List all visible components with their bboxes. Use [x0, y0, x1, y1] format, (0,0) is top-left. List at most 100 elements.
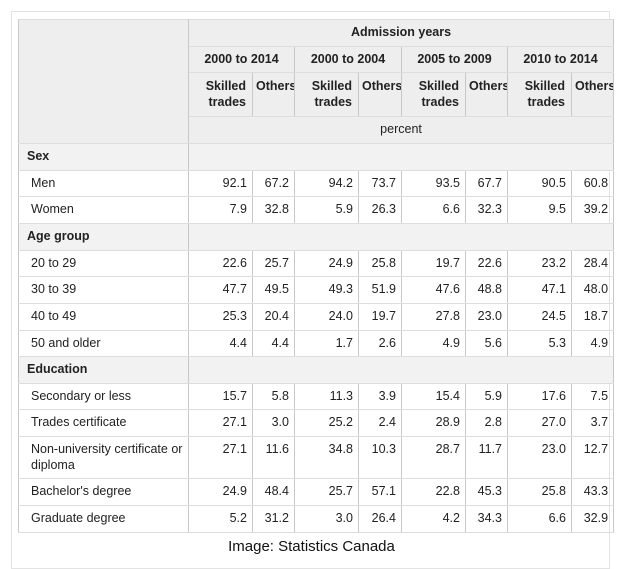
value-cell: 47.6 — [401, 276, 466, 304]
value-cell: 48.8 — [465, 276, 508, 304]
value-cell: 9.5 — [507, 196, 572, 224]
section-row: Education — [18, 356, 615, 384]
value-cell: 2.8 — [465, 409, 508, 437]
admissions-table: Admission years 2000 to 2014 2000 to 200… — [18, 18, 615, 533]
value-cell: 23.2 — [507, 249, 572, 278]
section-spacer — [187, 223, 615, 251]
value-cell: 67.7 — [465, 169, 508, 198]
value-cell: 26.3 — [358, 196, 402, 224]
table-row: Non-university certificate or diploma 27.… — [18, 435, 615, 480]
value-cell: 25.7 — [252, 249, 295, 278]
group-header-2005-2009: 2005 to 2009 — [401, 45, 508, 74]
value-cell: 28.4 — [570, 249, 615, 278]
value-cell: 57.1 — [358, 478, 402, 506]
value-cell: 32.3 — [465, 196, 508, 224]
value-cell: 27.8 — [401, 302, 466, 331]
value-cell: 5.9 — [465, 382, 508, 411]
value-cell: 3.7 — [570, 409, 615, 437]
value-cell: 93.5 — [401, 169, 466, 198]
sub-header-others: Others — [570, 72, 615, 117]
value-cell: 10.3 — [358, 435, 402, 480]
row-label: 30 to 39 — [18, 276, 189, 304]
value-cell: 32.8 — [252, 196, 295, 224]
value-cell: 27.1 — [188, 409, 253, 437]
value-cell: 6.6 — [507, 504, 572, 533]
table-row: Men 92.1 67.2 94.2 73.7 93.5 67.7 90.5 60.8 — [18, 169, 615, 198]
sub-header-row: Skilled trades Others Skilled trades Oth… — [19, 72, 615, 117]
value-cell: 39.2 — [570, 196, 615, 224]
table-row: Bachelor's degree 24.9 48.4 25.7 57.1 22.8 45.… — [18, 478, 615, 506]
post-image-frame: Admission years 2000 to 2014 2000 to 200… — [11, 11, 615, 569]
value-cell: 34.8 — [294, 435, 359, 480]
value-cell: 22.8 — [401, 478, 466, 506]
value-cell: 25.2 — [294, 409, 359, 437]
value-cell: 27.1 — [188, 435, 253, 480]
value-cell: 5.2 — [188, 504, 253, 533]
value-cell: 25.3 — [188, 302, 253, 331]
value-cell: 11.7 — [465, 435, 508, 480]
value-cell: 24.9 — [188, 478, 253, 506]
value-cell: 5.9 — [294, 196, 359, 224]
value-cell: 47.7 — [188, 276, 253, 304]
value-cell: 48.0 — [570, 276, 615, 304]
group-header-2000-2004: 2000 to 2004 — [294, 45, 402, 74]
top-header-row: Admission years — [18, 18, 615, 145]
value-cell: 32.9 — [570, 504, 615, 533]
value-cell: 47.1 — [507, 276, 572, 304]
value-cell: 24.0 — [294, 302, 359, 331]
row-label: Bachelor's degree — [18, 478, 189, 506]
value-cell: 24.5 — [507, 302, 572, 331]
value-cell: 25.8 — [507, 478, 572, 506]
value-cell: 28.7 — [401, 435, 466, 480]
table-row: Secondary or less 15.7 5.8 11.3 3.9 15.4 5.9 17… — [18, 382, 615, 411]
sub-header-skilled-trades: Skilled trades — [188, 72, 253, 117]
value-cell: 51.9 — [358, 276, 402, 304]
table-row: 20 to 29 22.6 25.7 24.9 25.8 19.7 22.6 23.2 28.4 — [18, 249, 615, 278]
row-label: Women — [18, 196, 189, 224]
value-cell: 23.0 — [507, 435, 572, 480]
value-cell: 17.6 — [507, 382, 572, 411]
value-cell: 11.3 — [294, 382, 359, 411]
value-cell: 90.5 — [507, 169, 572, 198]
year-groups-row: 2000 to 2014 2000 to 2004 2005 to 2009 2… — [19, 45, 615, 74]
table-body: Sex Men 92.1 67.2 94.2 73.7 93.5 67.7 90.5 60.8 Wo… — [18, 143, 615, 533]
sub-header-skilled-trades: Skilled trades — [401, 72, 466, 117]
value-cell: 28.9 — [401, 409, 466, 437]
table-row: 40 to 49 25.3 20.4 24.0 19.7 27.8 23.0 24.5 18.7 — [18, 302, 615, 331]
value-cell: 2.4 — [358, 409, 402, 437]
sub-header-others: Others — [358, 72, 402, 117]
value-cell: 31.2 — [252, 504, 295, 533]
table-row: Trades certificate 27.1 3.0 25.2 2.4 28.9 2.8 2… — [18, 409, 615, 437]
image-caption: Image: Statistics Canada — [228, 537, 395, 555]
section-spacer — [187, 356, 615, 384]
value-cell: 6.6 — [401, 196, 466, 224]
table-row: 50 and older 4.4 4.4 1.7 2.6 4.9 5.6 5.3 4.9 — [18, 329, 615, 358]
value-cell: 22.6 — [465, 249, 508, 278]
section-label: Sex — [18, 143, 189, 171]
value-cell: 11.6 — [252, 435, 295, 480]
value-cell: 7.5 — [570, 382, 615, 411]
value-cell: 19.7 — [358, 302, 402, 331]
table-row: Graduate degree 5.2 31.2 3.0 26.4 4.2 34.3 6.6 3… — [18, 504, 615, 533]
table-image[interactable]: Admission years 2000 to 2014 2000 to 200… — [18, 18, 615, 556]
value-cell: 20.4 — [252, 302, 295, 331]
value-cell: 4.9 — [570, 329, 615, 358]
value-cell: 73.7 — [358, 169, 402, 198]
unit-row: percent — [19, 115, 615, 145]
sub-header-others: Others — [252, 72, 295, 117]
value-cell: 94.2 — [294, 169, 359, 198]
value-cell: 22.6 — [188, 249, 253, 278]
value-cell: 2.6 — [358, 329, 402, 358]
value-cell: 5.8 — [252, 382, 295, 411]
value-cell: 18.7 — [570, 302, 615, 331]
value-cell: 49.5 — [252, 276, 295, 304]
value-cell: 27.0 — [507, 409, 572, 437]
value-cell: 5.3 — [507, 329, 572, 358]
value-cell: 26.4 — [358, 504, 402, 533]
group-header-2000-2014: 2000 to 2014 — [188, 45, 295, 74]
value-cell: 60.8 — [570, 169, 615, 198]
value-cell: 15.7 — [188, 382, 253, 411]
value-cell: 4.4 — [188, 329, 253, 358]
value-cell: 34.3 — [465, 504, 508, 533]
value-cell: 4.9 — [401, 329, 466, 358]
